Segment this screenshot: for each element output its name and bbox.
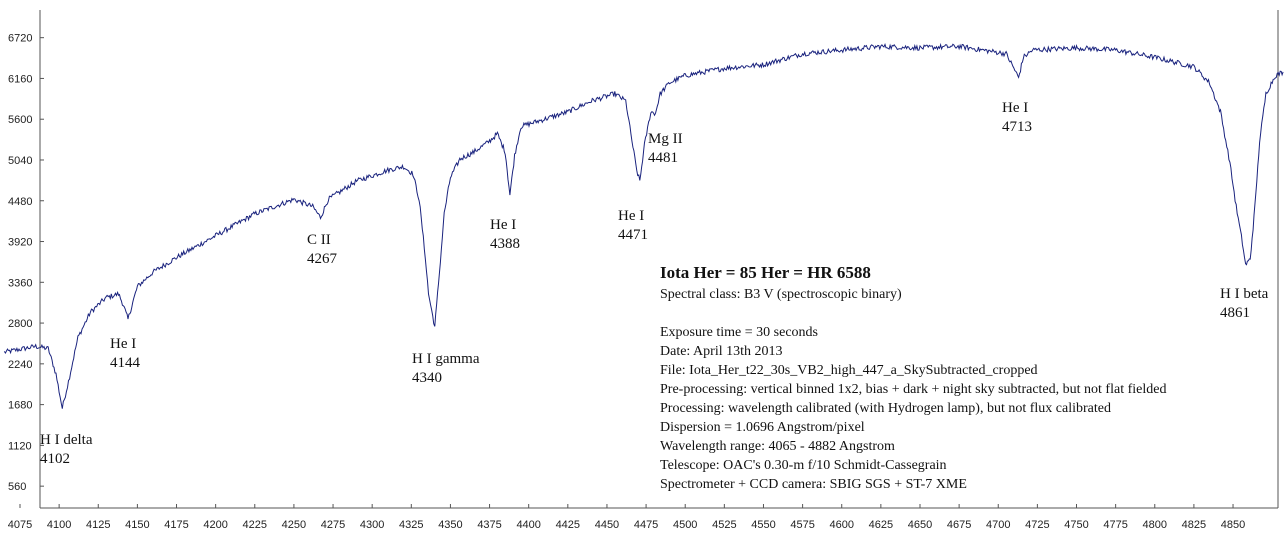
annotation-name: C II bbox=[307, 232, 331, 248]
x-tick-label: 4550 bbox=[751, 519, 775, 531]
annotation-wavelength: 4340 bbox=[412, 370, 442, 386]
x-tick-label: 4475 bbox=[634, 519, 658, 531]
x-tick-label: 4175 bbox=[164, 519, 188, 531]
annotation-wavelength: 4481 bbox=[648, 150, 678, 166]
x-tick-label: 4125 bbox=[86, 519, 110, 531]
y-tick-label: 3360 bbox=[8, 277, 32, 289]
y-tick-label: 3920 bbox=[8, 237, 32, 249]
info-line: Pre-processing: vertical binned 1x2, bia… bbox=[660, 382, 1166, 397]
x-tick-label: 4575 bbox=[790, 519, 814, 531]
annotation-wavelength: 4713 bbox=[1002, 119, 1032, 135]
y-tick-label: 560 bbox=[8, 481, 26, 493]
annotation-wavelength: 4388 bbox=[490, 236, 520, 252]
y-tick-label: 1680 bbox=[8, 400, 32, 412]
y-tick-label: 5040 bbox=[8, 155, 32, 167]
x-tick-label: 4400 bbox=[516, 519, 540, 531]
info-line: File: Iota_Her_t22_30s_VB2_high_447_a_Sk… bbox=[660, 363, 1038, 378]
info-line: Dispersion = 1.0696 Angstrom/pixel bbox=[660, 420, 865, 435]
x-tick-label: 4675 bbox=[947, 519, 971, 531]
x-tick-label: 4850 bbox=[1221, 519, 1245, 531]
x-tick-label: 4600 bbox=[829, 519, 853, 531]
x-tick-label: 4750 bbox=[1064, 519, 1088, 531]
annotation-name: He I bbox=[1002, 100, 1028, 116]
x-tick-label: 4725 bbox=[1025, 519, 1049, 531]
y-tick-label: 1120 bbox=[8, 440, 32, 452]
info-line: Wavelength range: 4065 - 4882 Angstrom bbox=[660, 439, 895, 454]
y-ticks: 560 1120 1680 2240 2800 3360 3920 4480 5040 5600 6… bbox=[8, 33, 44, 493]
x-tick-label: 4350 bbox=[438, 519, 462, 531]
y-tick-label: 6720 bbox=[8, 33, 32, 45]
info-line: Spectral class: B3 V (spectroscopic bina… bbox=[660, 287, 902, 302]
annotation-wavelength: 4471 bbox=[618, 227, 648, 243]
line-annotations: H I delta 4102 He I 4144 C II 4267 H I gamma 43… bbox=[40, 100, 1269, 467]
annotation-name: He I bbox=[490, 217, 516, 233]
x-tick-label: 4825 bbox=[1182, 519, 1206, 531]
x-tick-label: 4800 bbox=[1143, 519, 1167, 531]
y-tick-label: 6160 bbox=[8, 73, 32, 85]
annotation-wavelength: 4144 bbox=[110, 355, 141, 371]
x-tick-label: 4525 bbox=[712, 519, 736, 531]
axes bbox=[39, 10, 1279, 509]
x-tick-label: 4250 bbox=[282, 519, 306, 531]
annotation-name: H I beta bbox=[1220, 286, 1269, 302]
annotation-wavelength: 4861 bbox=[1220, 305, 1250, 321]
annotation-name: Mg II bbox=[648, 131, 683, 147]
x-tick-label: 4450 bbox=[595, 519, 619, 531]
info-block: Iota Her = 85 Her = HR 6588 Spectral cla… bbox=[660, 263, 1166, 492]
info-line: Telescope: OAC's 0.30-m f/10 Schmidt-Cas… bbox=[660, 458, 947, 473]
info-line: Processing: wavelength calibrated (with … bbox=[660, 401, 1111, 416]
y-tick-label: 5600 bbox=[8, 114, 32, 126]
x-tick-label: 4700 bbox=[986, 519, 1010, 531]
x-tick-label: 4500 bbox=[673, 519, 697, 531]
annotation-name: H I gamma bbox=[412, 351, 480, 367]
annotation-wavelength: 4267 bbox=[307, 251, 338, 267]
x-tick-label: 4300 bbox=[360, 519, 384, 531]
x-tick-label: 4225 bbox=[243, 519, 267, 531]
y-tick-label: 2240 bbox=[8, 359, 32, 371]
x-tick-label: 4100 bbox=[47, 519, 71, 531]
x-tick-label: 4150 bbox=[125, 519, 149, 531]
info-heading: Iota Her = 85 Her = HR 6588 bbox=[660, 263, 871, 282]
x-tick-label: 4325 bbox=[399, 519, 423, 531]
annotation-name: He I bbox=[110, 336, 136, 352]
x-tick-label: 4650 bbox=[908, 519, 932, 531]
x-tick-label: 4075 bbox=[8, 519, 32, 531]
x-tick-label: 4275 bbox=[321, 519, 345, 531]
x-tick-label: 4375 bbox=[477, 519, 501, 531]
info-lines: Spectral class: B3 V (spectroscopic bina… bbox=[660, 287, 1166, 492]
info-line: Date: April 13th 2013 bbox=[660, 344, 783, 359]
annotation-wavelength: 4102 bbox=[40, 451, 70, 467]
x-tick-label: 4625 bbox=[869, 519, 893, 531]
x-tick-label: 4425 bbox=[556, 519, 580, 531]
y-tick-label: 2800 bbox=[8, 318, 32, 330]
x-tick-label: 4775 bbox=[1103, 519, 1127, 531]
x-ticks: 4075 4100 4125 4150 4175 4200 4225 4250 4275 4300… bbox=[8, 504, 1245, 531]
x-tick-label: 4200 bbox=[203, 519, 227, 531]
info-line: Spectrometer + CCD camera: SBIG SGS + ST… bbox=[660, 477, 967, 492]
spectrum-line bbox=[3, 42, 1284, 409]
info-line: Exposure time = 30 seconds bbox=[660, 325, 818, 340]
y-tick-label: 4480 bbox=[8, 196, 32, 208]
annotation-name: He I bbox=[618, 208, 644, 224]
annotation-name: H I delta bbox=[40, 432, 93, 448]
